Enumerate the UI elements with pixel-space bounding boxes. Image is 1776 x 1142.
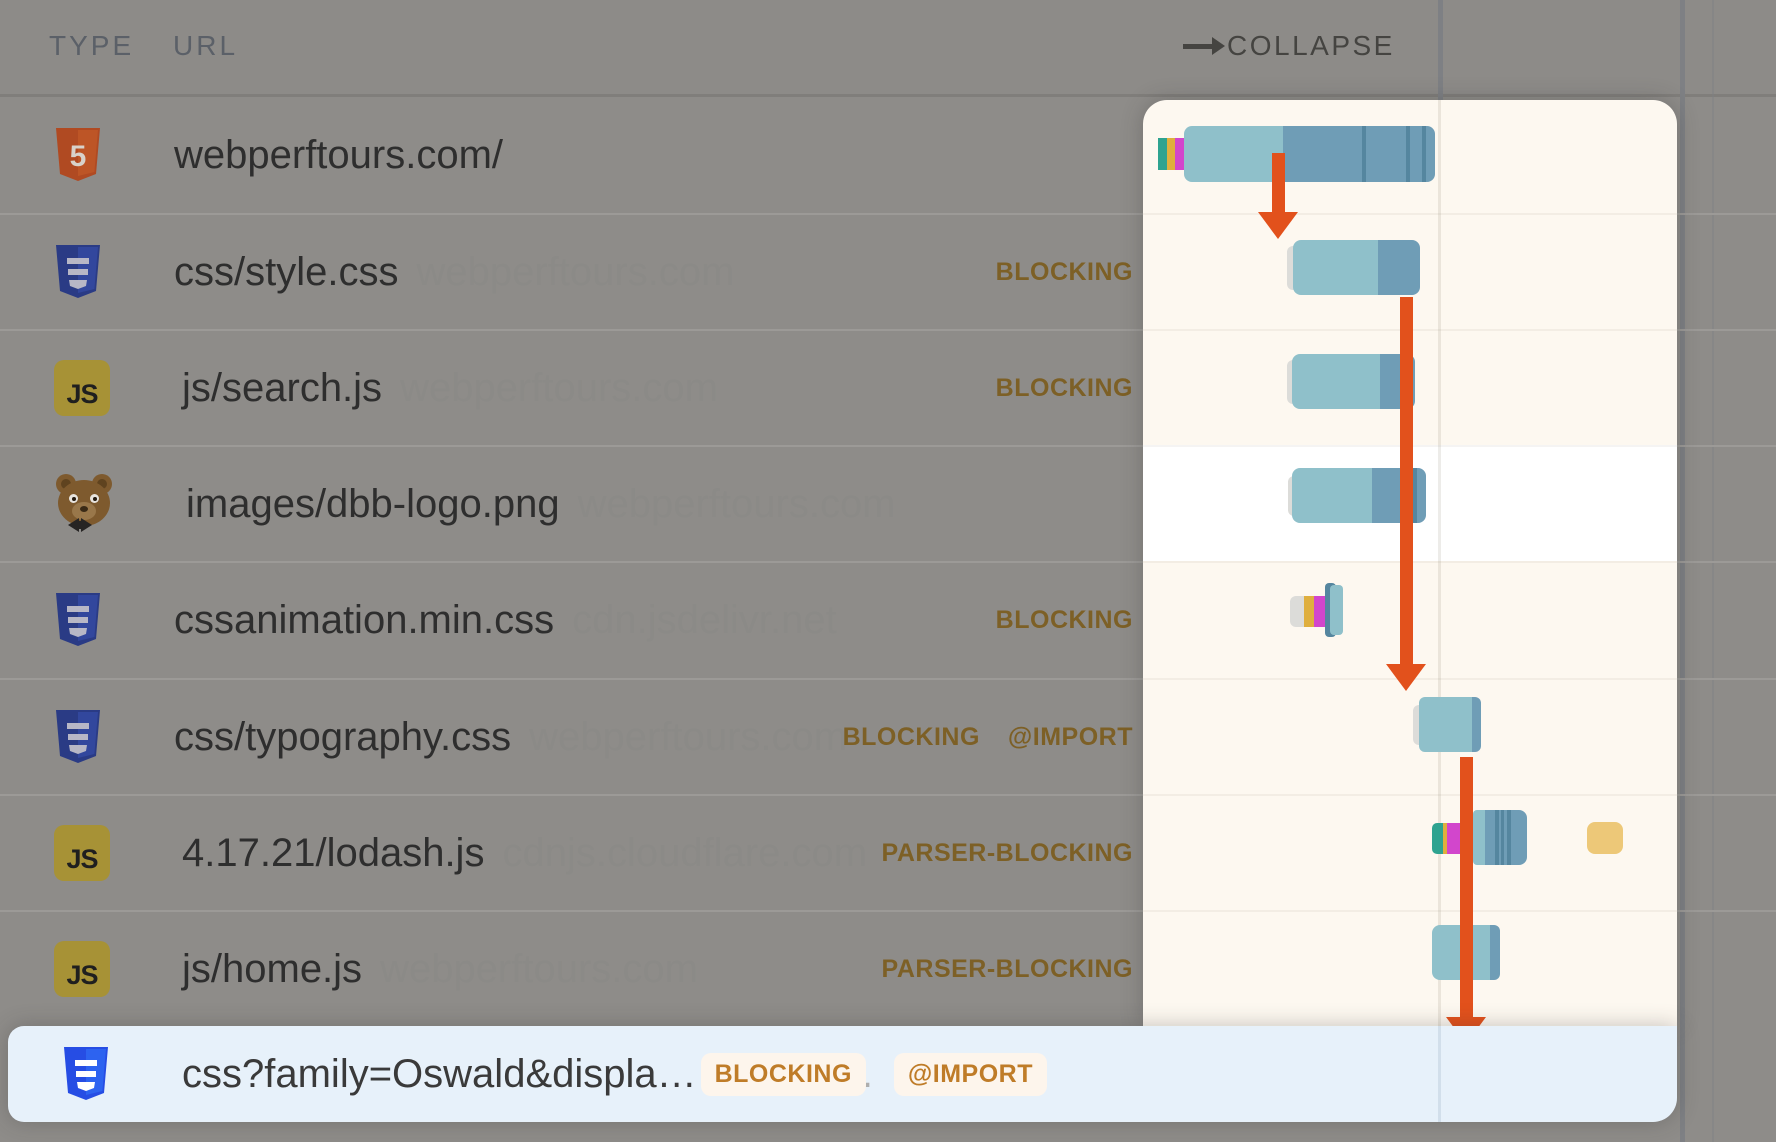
request-url: css/style.css (174, 249, 399, 294)
column-header-url: URL (173, 30, 239, 61)
request-row[interactable]: JS js/search.js webperftours.com BLOCKIN… (0, 329, 1776, 445)
request-row[interactable]: JS 4.17.21/lodash.js cdnjs.cloudflare.co… (0, 794, 1776, 910)
blocking-badge: BLOCKING (700, 1052, 866, 1096)
css3-icon (54, 710, 102, 764)
dimmed-gridline (1680, 0, 1685, 1142)
css3-icon (54, 245, 102, 299)
blocking-badge: BLOCKING (842, 722, 980, 751)
parser-blocking-badge: PARSER-BLOCKING (881, 838, 1133, 867)
waterfall-row-band (1143, 794, 1677, 910)
waterfall-row-band (1143, 910, 1677, 1026)
blocking-badge: BLOCKING (995, 605, 1133, 634)
request-domain: cdnjs.cloudflare.com (502, 830, 868, 875)
request-url: webperftours.com/ (174, 132, 504, 177)
js-icon: JS (54, 360, 110, 416)
waterfall-row-band (1143, 100, 1677, 213)
request-url: css/typography.css (174, 714, 512, 759)
waterfall-row-band (1143, 329, 1677, 445)
request-url: cssanimation.min.css (174, 597, 555, 642)
request-domain: webperftours.com (416, 249, 735, 294)
blocking-badge: BLOCKING (995, 373, 1133, 402)
request-url: 4.17.21/lodash.js (182, 830, 485, 875)
request-url: css?family=Oswald&displa… (182, 1051, 697, 1096)
blocking-badge: BLOCKING (995, 257, 1133, 286)
request-domain: webperftours.com (529, 714, 848, 759)
request-domain: webperftours.com (380, 946, 698, 991)
request-url: js/search.js (182, 365, 383, 410)
request-domain: cdn.jsdelivr.net (572, 597, 837, 642)
html5-icon: 5 (54, 128, 102, 182)
request-row-selected[interactable]: css?family=Oswald&displa… fonts.g… BLOCK… (8, 1026, 1677, 1122)
request-row[interactable]: images/dbb-logo.png webperftours.com (0, 445, 1776, 561)
js-icon: JS (54, 825, 110, 881)
timeline-gridline (1438, 100, 1441, 1026)
request-domain: webperftours.com (400, 365, 718, 410)
request-row[interactable]: cssanimation.min.css cdn.jsdelivr.net BL… (0, 561, 1776, 677)
bear-logo-icon (54, 474, 114, 534)
svg-text:5: 5 (70, 140, 87, 173)
waterfall-row-band (1143, 561, 1677, 678)
waterfall-panel (1143, 100, 1677, 1026)
dimmed-gridline (1712, 0, 1714, 1142)
request-row-document[interactable]: 5 webperftours.com/ (0, 97, 1776, 213)
css3-icon (54, 593, 102, 647)
collapse-label: COLLAPSE (1227, 30, 1395, 61)
request-url: js/home.js (182, 946, 363, 991)
request-row[interactable]: css/typography.css webperftours.com BLOC… (0, 678, 1776, 794)
column-header-type: TYPE (49, 30, 135, 61)
js-icon: JS (54, 941, 110, 997)
waterfall-row-band (1143, 678, 1677, 794)
collapse-button[interactable]: COLLAPSE (1183, 30, 1395, 62)
request-row[interactable]: JS js/home.js webperftours.com PARSER-BL… (0, 910, 1776, 1026)
import-badge: @IMPORT (1007, 722, 1133, 751)
dimmed-gridline (1438, 0, 1443, 100)
waterfall-row-band (1143, 445, 1677, 561)
arrow-right-icon (1183, 36, 1225, 55)
waterfall-row-band (1143, 213, 1677, 329)
request-url: images/dbb-logo.png (186, 481, 560, 526)
import-badge: @IMPORT (893, 1052, 1047, 1096)
css3-icon (62, 1047, 110, 1101)
timeline-gridline (1438, 1026, 1441, 1122)
request-row[interactable]: css/style.css webperftours.com BLOCKING (0, 213, 1776, 329)
parser-blocking-badge: PARSER-BLOCKING (881, 954, 1133, 983)
request-domain: webperftours.com (577, 481, 896, 526)
table-header: TYPE URL COLLAPSE (0, 0, 1776, 97)
